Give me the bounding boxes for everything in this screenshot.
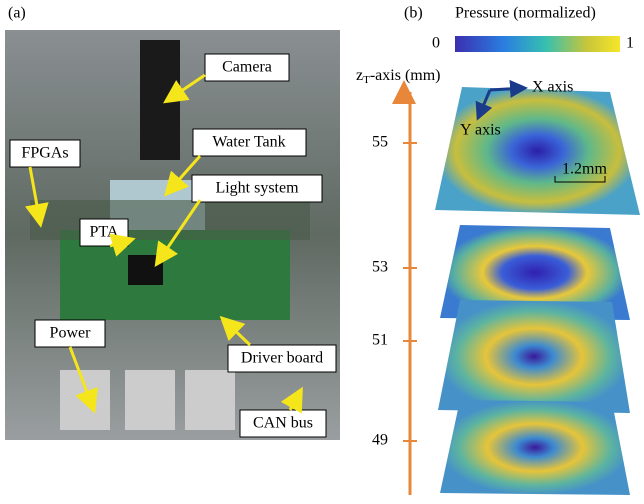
callout: PTA	[90, 224, 119, 241]
colorbar	[455, 36, 620, 52]
callout: FPGAs	[21, 145, 68, 162]
x-arrow	[490, 88, 525, 90]
callout: Water Tank	[212, 134, 285, 151]
heatmaps	[435, 87, 640, 495]
y-axis-label: Y axis	[460, 122, 501, 139]
scale-label: 1.2mm	[562, 161, 607, 178]
z-tick-label: 49	[372, 432, 388, 449]
callout: Light system	[215, 180, 299, 197]
colorbar-max: 1	[626, 35, 634, 52]
panel-label: (a)	[8, 5, 26, 22]
callout: Camera	[222, 59, 272, 76]
photo	[5, 30, 340, 440]
figure: (a) Camera Water Tank FPGAs Light system…	[0, 0, 644, 504]
colorbar-title: Pressure (normalized)	[455, 5, 596, 22]
z-tick-label: 51	[372, 332, 388, 349]
callout: Driver board	[241, 350, 323, 367]
callout: Power	[50, 325, 92, 342]
colorbar-min: 0	[432, 35, 440, 52]
axis-label: zT-axis (mm)	[356, 67, 441, 86]
x-axis-label: X axis	[532, 79, 573, 96]
z-tick-label: 55	[372, 134, 388, 151]
panel-label: (b)	[404, 5, 423, 22]
callout: CAN bus	[253, 415, 313, 432]
z-tick-label: 53	[372, 259, 388, 276]
